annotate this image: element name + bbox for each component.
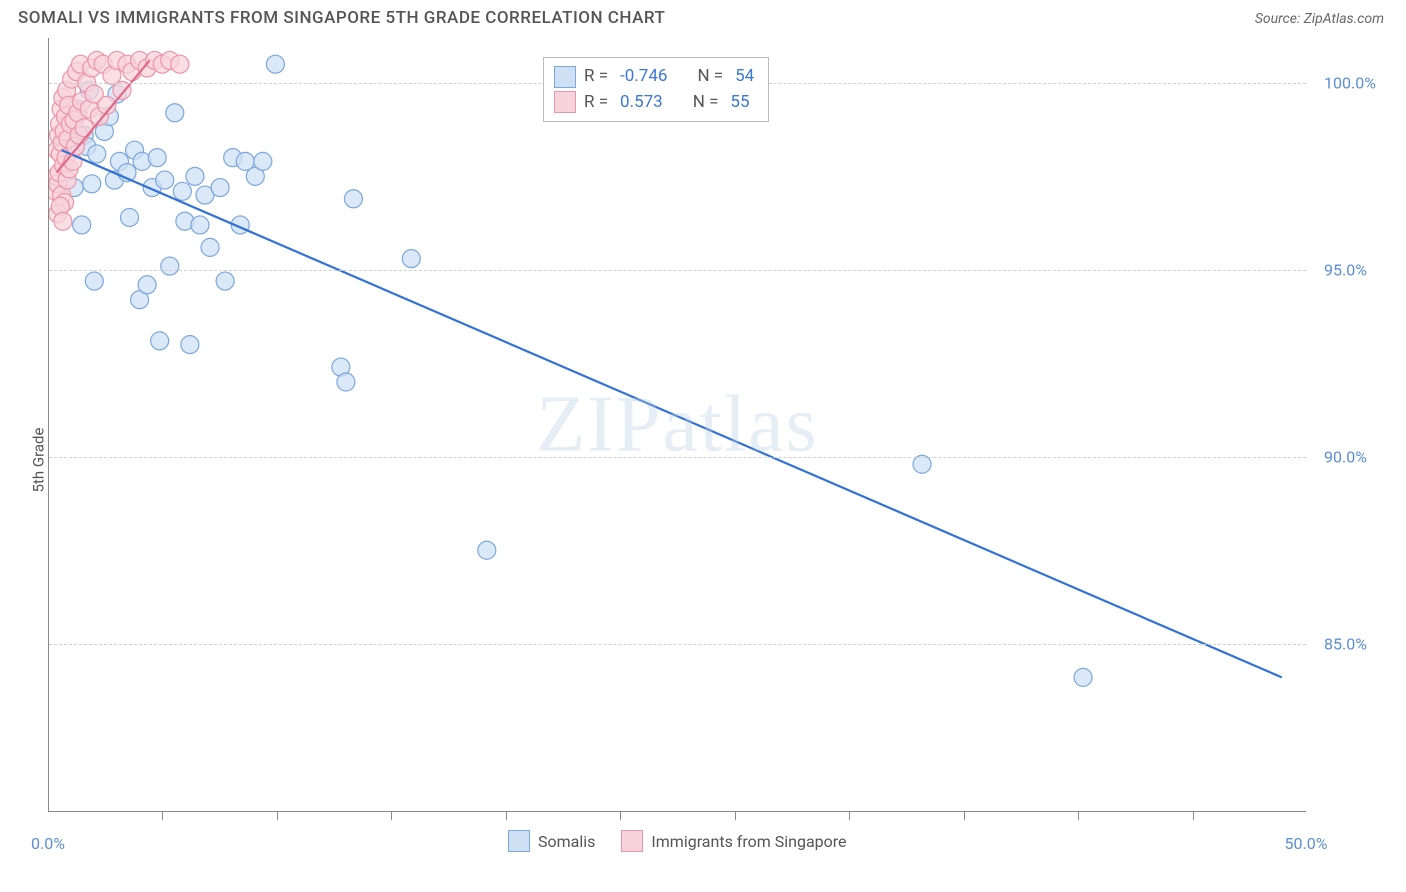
stats-r-value: 0.573: [616, 90, 667, 116]
scatter-point-singapore: [75, 119, 93, 137]
scatter-point-somalis: [121, 208, 139, 226]
scatter-point-somalis: [166, 104, 184, 122]
gridline: [49, 644, 1306, 645]
stats-swatch-somalis: [554, 66, 576, 88]
scatter-point-somalis: [216, 272, 234, 290]
legend-label-somalis: Somalis: [538, 832, 595, 851]
scatter-point-somalis: [151, 332, 169, 350]
x-tick: [620, 812, 621, 820]
stats-n-value: 54: [731, 64, 758, 90]
stats-r-label: R =: [584, 90, 608, 116]
scatter-point-somalis: [201, 238, 219, 256]
scatter-point-somalis: [1074, 668, 1092, 686]
source-credit: Source: ZipAtlas.com: [1255, 11, 1384, 27]
scatter-point-somalis: [85, 272, 103, 290]
scatter-point-somalis: [913, 455, 931, 473]
scatter-point-somalis: [161, 257, 179, 275]
scatter-svg: [49, 38, 1307, 812]
y-tick-label: 95.0%: [1324, 260, 1367, 279]
scatter-point-singapore: [113, 81, 131, 99]
gridline: [49, 457, 1306, 458]
legend-swatch-somalis: [508, 830, 530, 852]
stats-legend: R =-0.746N =54R = 0.573N =55: [543, 57, 769, 122]
y-tick-label: 90.0%: [1324, 447, 1367, 466]
stats-row-singapore: R = 0.573 N = 55: [554, 90, 758, 116]
source-prefix: Source:: [1255, 11, 1304, 27]
plot-area: ZIPatlas: [48, 38, 1306, 812]
x-tick: [1193, 812, 1194, 820]
chart-title: SOMALI VS IMMIGRANTS FROM SINGAPORE 5TH …: [18, 8, 665, 28]
scatter-point-somalis: [73, 216, 91, 234]
x-tick-label: 0.0%: [31, 834, 65, 853]
scatter-point-singapore: [54, 212, 72, 230]
stats-n-label: N =: [693, 90, 719, 116]
y-tick-label: 100.0%: [1324, 73, 1376, 92]
x-tick: [964, 812, 965, 820]
stats-r-label: R =: [584, 64, 608, 90]
y-axis-label: 5th Grade: [29, 428, 47, 493]
legend-swatch-singapore: [621, 830, 643, 852]
x-tick: [506, 812, 507, 820]
x-tick: [849, 812, 850, 820]
y-tick-label: 85.0%: [1324, 634, 1367, 653]
scatter-point-singapore: [171, 55, 189, 73]
stats-n-value: 55: [726, 90, 753, 116]
scatter-point-somalis: [337, 373, 355, 391]
scatter-point-somalis: [344, 190, 362, 208]
scatter-point-somalis: [173, 182, 191, 200]
scatter-point-somalis: [254, 152, 272, 170]
x-tick: [735, 812, 736, 820]
legend-label-singapore: Immigrants from Singapore: [651, 832, 846, 851]
chart-header: SOMALI VS IMMIGRANTS FROM SINGAPORE 5TH …: [0, 0, 1406, 32]
scatter-point-somalis: [88, 145, 106, 163]
scatter-point-somalis: [138, 276, 156, 294]
legend-item-singapore: Immigrants from Singapore: [621, 830, 846, 852]
legend-item-somalis: Somalis: [508, 830, 595, 852]
scatter-point-somalis: [402, 250, 420, 268]
series-legend: Somalis Immigrants from Singapore: [508, 830, 847, 852]
scatter-point-somalis: [181, 336, 199, 354]
scatter-point-somalis: [266, 55, 284, 73]
trend-line-somalis: [62, 150, 1282, 677]
gridline: [49, 270, 1306, 271]
stats-r-value: -0.746: [616, 64, 671, 90]
scatter-point-somalis: [148, 149, 166, 167]
scatter-point-somalis: [186, 167, 204, 185]
stats-n-label: N =: [697, 64, 723, 90]
x-tick: [391, 812, 392, 820]
scatter-point-somalis: [156, 171, 174, 189]
chart-stage: 5th Grade ZIPatlas R =-0.746N =54R = 0.5…: [0, 32, 1406, 888]
scatter-point-somalis: [191, 216, 209, 234]
x-tick: [277, 812, 278, 820]
scatter-point-somalis: [478, 541, 496, 559]
x-tick-label: 50.0%: [1285, 834, 1328, 853]
scatter-point-somalis: [83, 175, 101, 193]
x-tick: [1078, 812, 1079, 820]
x-tick: [162, 812, 163, 820]
stats-row-somalis: R = -0.746 N = 54: [554, 64, 758, 90]
scatter-point-somalis: [211, 179, 229, 197]
source-name: ZipAtlas.com: [1304, 11, 1384, 27]
stats-swatch-singapore: [554, 91, 576, 113]
